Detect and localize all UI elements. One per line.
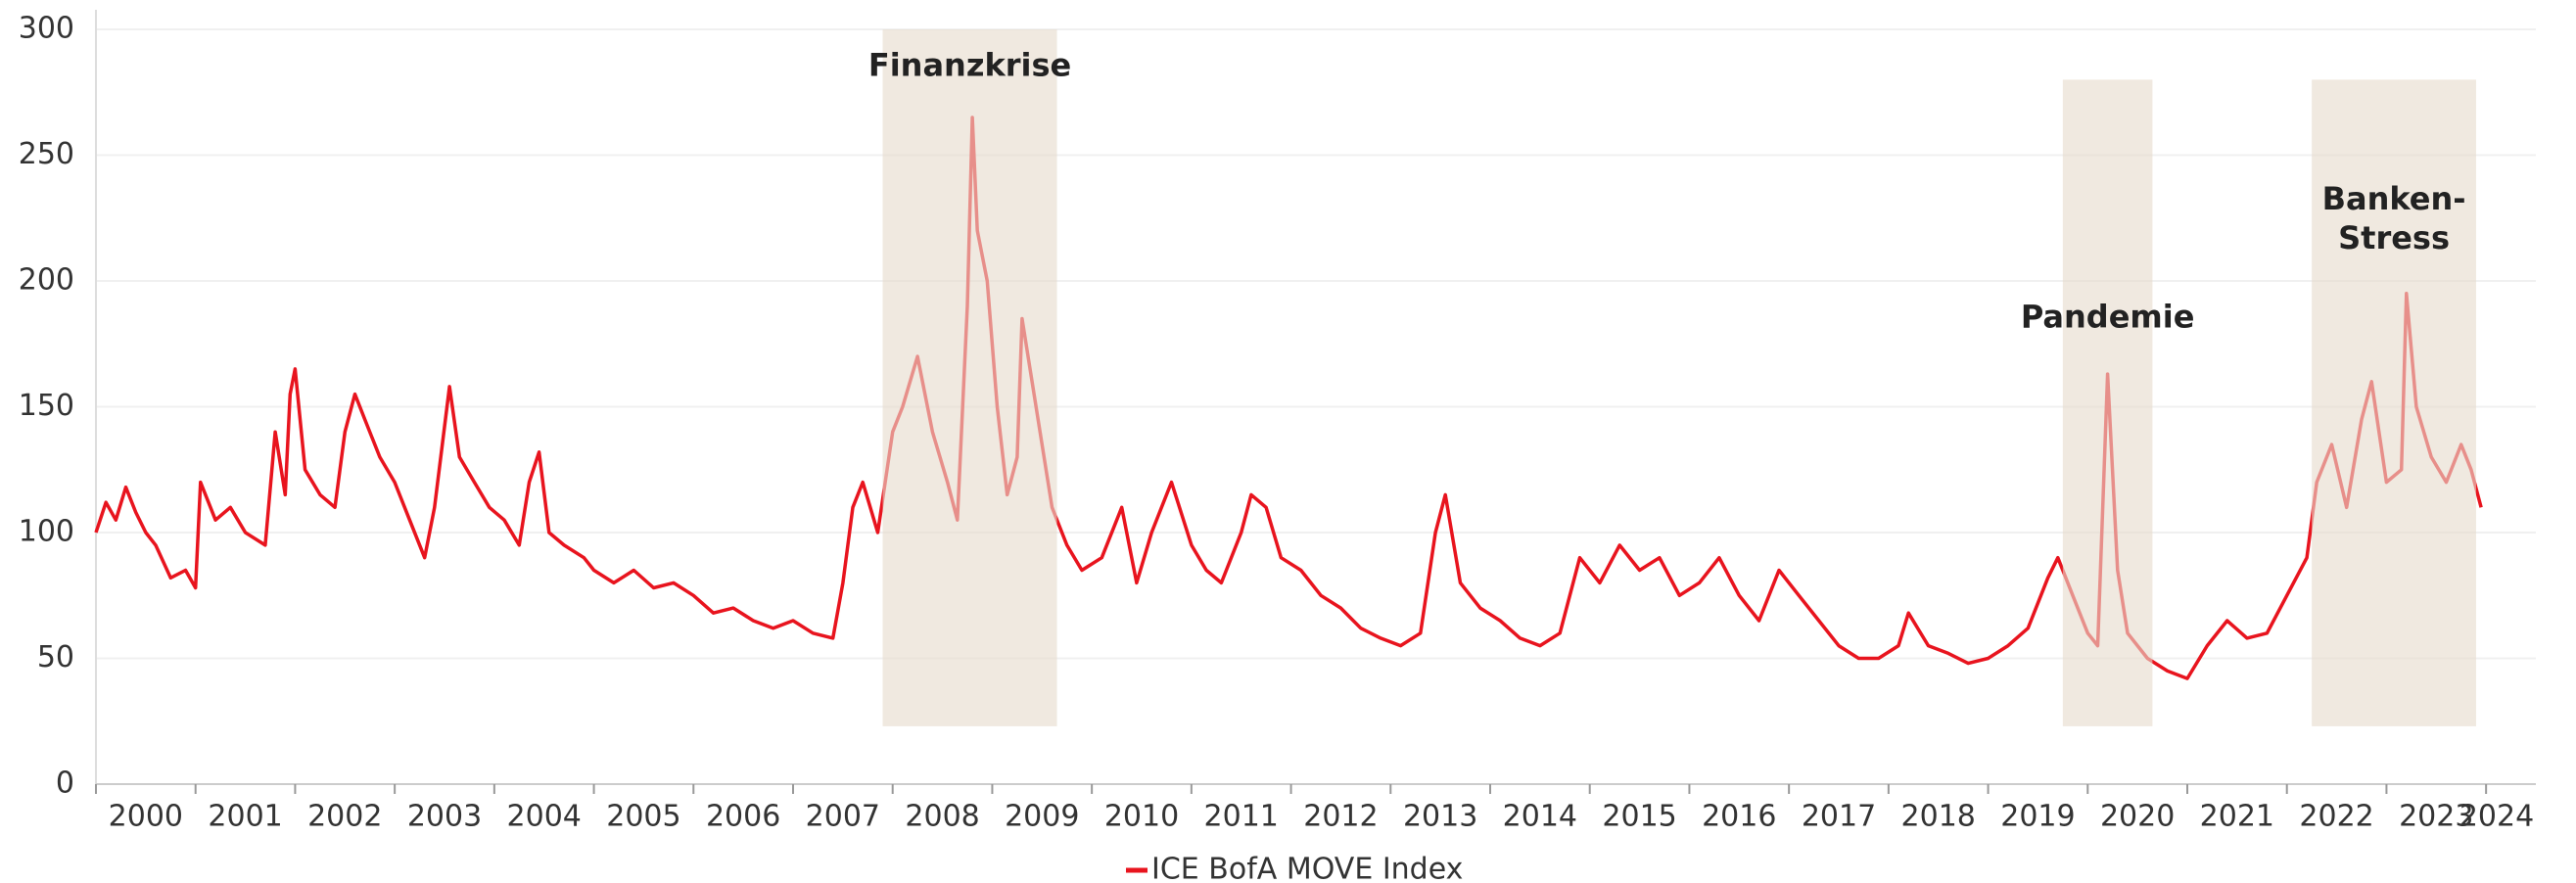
legend: ICE BofA MOVE Index — [1126, 853, 1463, 883]
annotation-line: Pandemie — [2021, 299, 2195, 336]
x-tick-label: 2008 — [905, 800, 979, 834]
annotation-label: Finanzkrise — [868, 47, 1071, 84]
x-tick-label: 2013 — [1403, 800, 1477, 834]
x-tick-label: 2004 — [507, 800, 582, 834]
x-tick-label: 2024 — [2459, 800, 2534, 834]
y-tick-label: 50 — [37, 640, 74, 674]
annotation-line: Stress — [2338, 219, 2450, 256]
x-tick-label: 2005 — [606, 800, 680, 834]
highlight-region — [2312, 79, 2476, 726]
y-tick-label: 0 — [56, 767, 74, 801]
x-tick-label: 2017 — [1802, 800, 1876, 834]
x-tick-label: 2014 — [1503, 800, 1577, 834]
y-tick-label: 300 — [19, 12, 74, 46]
legend-label: ICE BofA MOVE Index — [1151, 853, 1463, 883]
annotation-line: Banken- — [2322, 180, 2466, 217]
y-tick-label: 250 — [19, 137, 74, 171]
x-tick-label: 2015 — [1602, 800, 1676, 834]
annotation-line: Finanzkrise — [868, 47, 1071, 84]
x-tick-label: 2002 — [307, 800, 382, 834]
x-tick-label: 2018 — [1901, 800, 1976, 834]
y-tick-label: 150 — [19, 389, 74, 423]
x-tick-label: 2016 — [1702, 800, 1776, 834]
x-tick-label: 2011 — [1204, 800, 1279, 834]
x-tick-label: 2019 — [2000, 800, 2075, 834]
x-tick-label: 2020 — [2100, 800, 2175, 834]
x-tick-label: 2009 — [1005, 800, 1079, 834]
x-tick-label: 2021 — [2200, 800, 2274, 834]
annotation-label: Banken-Stress — [2322, 180, 2466, 256]
annotation-label: Pandemie — [2021, 299, 2195, 336]
x-tick-label: 2006 — [706, 800, 780, 834]
x-tick-label: 2007 — [806, 800, 880, 834]
highlight-region — [2062, 79, 2153, 726]
y-tick-label: 200 — [19, 263, 74, 298]
x-tick-label: 2003 — [407, 800, 482, 834]
highlight-region — [882, 29, 1057, 726]
x-tick-label: 2001 — [208, 800, 282, 834]
x-tick-label: 2012 — [1303, 800, 1378, 834]
x-tick-label: 2000 — [109, 800, 183, 834]
x-tick-label: 2023 — [2399, 800, 2473, 834]
x-tick-label: 2010 — [1104, 800, 1179, 834]
y-tick-label: 100 — [19, 515, 74, 549]
x-tick-label: 2022 — [2299, 800, 2373, 834]
